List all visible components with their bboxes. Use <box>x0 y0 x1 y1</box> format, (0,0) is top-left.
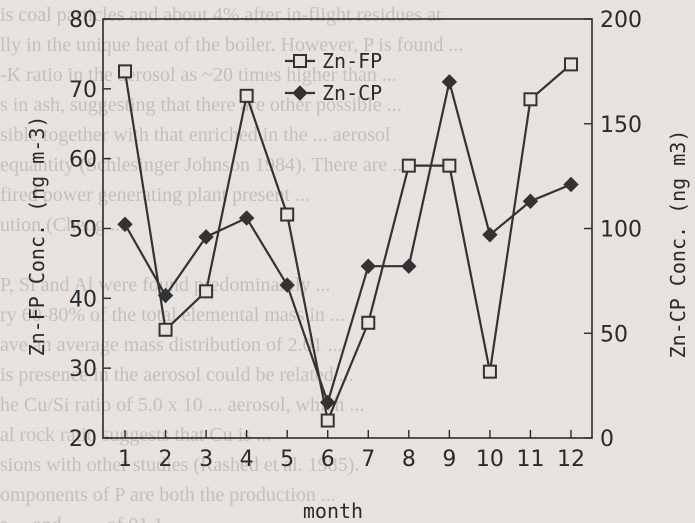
y-right-tick-label: 150 <box>600 113 642 138</box>
background-text-line: is coal particles and about 4% after in-… <box>0 4 442 26</box>
background-text-line: he Cu/Si ratio of 5.0 x 10 ... aerosol, … <box>0 394 365 416</box>
x-tick-label: 8 <box>402 447 416 472</box>
background-text-line: ave an average mass distribution of 2.01… <box>0 334 343 356</box>
data-point-zn-cp <box>157 287 174 304</box>
y-left-tick-label: 50 <box>69 218 97 243</box>
y-right-tick-label: 200 <box>600 8 642 33</box>
series-line-zn-fp <box>123 63 572 425</box>
y-axis-left-label: Zn-FP Conc. (ng m-3) <box>25 116 49 357</box>
data-point-zn-cp <box>320 394 336 411</box>
x-tick-label: 2 <box>159 447 173 472</box>
background-text-line: is presence in the aerosol could be rela… <box>0 364 354 386</box>
y-left-tick-label: 80 <box>69 8 97 33</box>
data-point-zn-fp <box>523 92 538 107</box>
y-left-tick-label: 20 <box>69 427 97 452</box>
data-point-zn-fp <box>280 207 295 222</box>
y-right-tick-label: 0 <box>600 427 614 452</box>
background-text-line: s ... and ... ... of 01.1 ... <box>0 510 695 523</box>
data-point-zn-cp <box>563 176 579 193</box>
y-axis-right-label: Zn-CP Conc. (ng m3) <box>666 130 690 359</box>
y-left-tick-label: 70 <box>69 78 97 103</box>
data-point-zn-cp <box>441 74 458 90</box>
data-point-zn-cp <box>401 258 417 274</box>
x-tick-label: 5 <box>280 447 294 472</box>
x-tick-label: 7 <box>361 447 375 472</box>
x-tick-label: 11 <box>516 447 544 472</box>
background-text-line: ution (Cheng ... <box>0 214 125 236</box>
background-text-line: fired power generating plant present ... <box>0 184 310 206</box>
legend-marker-zn-cp <box>292 85 308 101</box>
data-point-zn-fp <box>199 284 214 299</box>
data-point-zn-cp <box>198 229 214 245</box>
data-point-zn-fp <box>442 158 457 173</box>
background-text-line: lly in the unique heat of the boiler. Ho… <box>0 34 464 56</box>
data-point-zn-cp <box>522 193 539 209</box>
legend-label-zn-cp: Zn-CP <box>322 81 382 105</box>
data-point-zn-cp <box>360 258 376 274</box>
y-left-tick-label: 60 <box>69 148 97 173</box>
x-axis-label: month <box>303 499 363 523</box>
data-point-zn-fp <box>239 88 254 103</box>
data-point-zn-fp <box>564 57 578 72</box>
background-text-line: equantity (Schlesinger Johnson 1984). Th… <box>0 154 408 176</box>
x-tick-label: 3 <box>199 447 213 472</box>
data-point-zn-cp <box>238 210 255 226</box>
y-left-tick-label: 30 <box>69 357 97 382</box>
data-point-zn-cp <box>117 216 133 233</box>
chart-series-lines <box>123 63 572 425</box>
y-left-tick-label: 40 <box>69 287 97 312</box>
background-text-line: omponents of P are both the production .… <box>0 484 336 506</box>
data-point-zn-fp <box>401 158 416 173</box>
data-point-zn-fp <box>158 322 173 337</box>
chart-markers <box>117 57 579 428</box>
x-tick-label: 4 <box>240 447 254 472</box>
data-point-zn-cp <box>279 277 295 293</box>
x-tick-label: 10 <box>476 447 504 472</box>
x-tick-label: 12 <box>557 447 585 472</box>
background-text-line: -K ratio in the aerosol as ~20 times hig… <box>0 64 397 86</box>
background-text-line: al rock ratio suggests that Cu is ... <box>0 424 272 446</box>
y-right-tick-label: 100 <box>600 218 642 243</box>
data-point-zn-cp <box>482 227 498 243</box>
chart-legend: Zn-FP Zn-CP <box>285 49 382 105</box>
background-text-line: P, Si and Al were found predominantly ..… <box>0 274 331 296</box>
data-point-zn-fp <box>482 364 497 379</box>
series-line-zn-cp <box>124 81 572 406</box>
background-text-line: ry 60-80% of the total elemental mass in… <box>0 304 345 326</box>
legend-label-zn-fp: Zn-FP <box>322 49 382 73</box>
x-tick-label: 6 <box>321 447 335 472</box>
data-point-zn-fp <box>320 413 335 428</box>
legend-marker-zn-fp <box>293 54 307 68</box>
data-point-zn-fp <box>361 315 376 330</box>
data-point-zn-fp <box>118 64 132 79</box>
x-tick-label: 1 <box>118 447 132 472</box>
y-right-tick-label: 50 <box>600 322 628 347</box>
background-text-line: sible together with that enriched in the… <box>0 124 391 146</box>
x-tick-label: 9 <box>442 447 456 472</box>
background-text-line: sions with other studies (Rashed et al. … <box>0 454 360 476</box>
